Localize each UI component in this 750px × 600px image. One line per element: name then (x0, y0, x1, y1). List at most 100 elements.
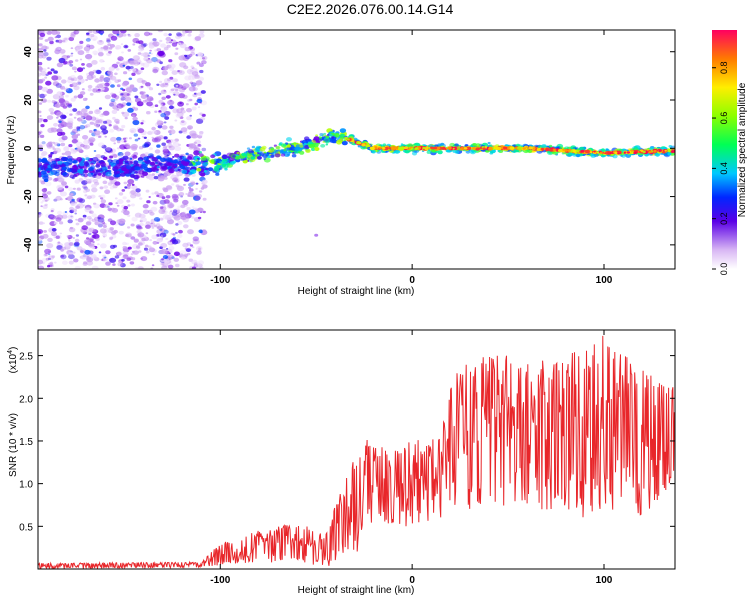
spectrogram-cell (404, 149, 411, 154)
spectrogram-cell (142, 62, 150, 68)
spectrogram-cell (189, 98, 193, 102)
spectrogram-cell (175, 263, 180, 268)
spectrogram-cell (158, 112, 162, 115)
spectrogram-cell (137, 52, 142, 55)
spectrogram-cell (76, 110, 83, 116)
spectrogram-cell (325, 135, 330, 139)
spectrogram-cell (202, 184, 208, 189)
colorbar-tick-label: 0.6 (719, 112, 729, 125)
y-tick-label: 2.0 (19, 394, 33, 405)
spectrogram-cell (111, 109, 118, 114)
y-tick-label: -20 (23, 189, 34, 204)
spectrogram-cell (142, 171, 148, 176)
spectrogram-cell (160, 262, 165, 266)
spectrogram-cell (43, 49, 47, 52)
spectrogram-cell (99, 169, 103, 172)
spectrogram-cell (91, 157, 99, 162)
spectrogram-cell (195, 159, 199, 162)
spectrogram-cell (45, 257, 50, 261)
spectrogram-cell (97, 142, 105, 148)
spectrogram-cell (158, 135, 164, 140)
spectrogram-cell (172, 236, 176, 239)
spectrogram-cell (54, 103, 61, 108)
spectrogram-cell (165, 41, 170, 44)
spectrogram-cell (138, 47, 144, 52)
spectrogram-cell (304, 136, 310, 141)
spectrogram-cell (48, 257, 51, 261)
spectrogram-cell (41, 78, 46, 82)
spectrogram-cell (158, 92, 162, 96)
spectrogram-cell (116, 61, 120, 65)
spectrogram-cell (131, 216, 138, 222)
y-tick-label: 0 (23, 145, 34, 151)
spectrogram-cell (83, 204, 86, 207)
spectrogram-cell (44, 199, 48, 202)
spectrogram-cell (222, 160, 225, 163)
spectrogram-cell (136, 77, 144, 83)
spectrogram-cell (96, 83, 104, 89)
spectrogram-cell (122, 246, 128, 250)
spectrogram-cell (113, 125, 119, 130)
spectrogram-cell (251, 145, 256, 149)
spectrogram-cell (38, 212, 42, 215)
spectrogram-cell (162, 187, 167, 191)
spectrogram-cell (256, 156, 262, 160)
spectrogram-cell (77, 50, 85, 56)
spectrogram-cell (232, 155, 236, 158)
spectrogram-cell (601, 154, 604, 156)
spectrogram-cell (62, 39, 66, 43)
spectrogram-cell (256, 153, 260, 157)
spectrogram-cell (172, 209, 178, 213)
spectrogram-cell (89, 210, 94, 214)
spectrogram-cell (143, 136, 147, 139)
spectrogram-cell (38, 221, 44, 225)
spectrogram-cell (200, 168, 205, 172)
spectrogram-cell (61, 181, 67, 186)
spectrogram-cell (46, 191, 52, 195)
spectrogram-cell (187, 125, 193, 130)
spectrogram-cell (179, 250, 187, 256)
spectrogram-cell (132, 59, 139, 65)
spectrogram-cell (207, 167, 214, 172)
spectrogram-cell (295, 144, 301, 148)
spectrogram-cell (197, 144, 202, 147)
spectrogram-cell (68, 144, 73, 148)
spectrogram-cell (157, 30, 164, 33)
spectrogram-cell (165, 95, 171, 99)
spectrogram-cell (192, 239, 200, 245)
spectrogram-cell (198, 190, 203, 193)
spectrogram-cell (38, 144, 43, 149)
spectrogram-cell (86, 228, 94, 234)
spectrogram-cell (169, 101, 174, 105)
spectrogram-cell (86, 63, 93, 68)
x-tick-label: -100 (210, 275, 230, 286)
spectrogram-cell (148, 153, 154, 158)
spectrogram-cell (187, 156, 193, 160)
spectrogram-cell (186, 68, 194, 75)
spectrogram-cell (246, 147, 251, 150)
spectrogram-cell (148, 175, 155, 181)
spectrogram-cell (47, 237, 53, 242)
spectrogram-cell (141, 163, 148, 169)
y-tick-label: -40 (23, 237, 34, 252)
spectrogram-cell (179, 88, 185, 93)
spectrogram-cell (172, 141, 180, 148)
spectrogram-cell (137, 266, 144, 269)
spectrogram-cell (121, 82, 128, 87)
spectrogram-cell (120, 128, 124, 132)
spectrogram-cell (315, 134, 318, 137)
spectrogram-cell (110, 92, 114, 96)
spectrogram-cell (170, 88, 175, 92)
spectrogram-cell (81, 173, 85, 177)
spectrogram-cell (86, 215, 92, 220)
spectrogram-cell (39, 141, 46, 147)
spectrogram-cell (527, 149, 533, 154)
spectrogram-cell (62, 62, 67, 65)
spectrogram-cell (197, 249, 202, 252)
spectrogram-cell (72, 251, 76, 254)
spectrogram-cell (146, 200, 151, 204)
spectrogram-cell (317, 140, 321, 144)
spectrogram-cell (76, 81, 82, 86)
spectrogram-cell (128, 90, 132, 93)
spectrogram-cell (44, 94, 47, 97)
